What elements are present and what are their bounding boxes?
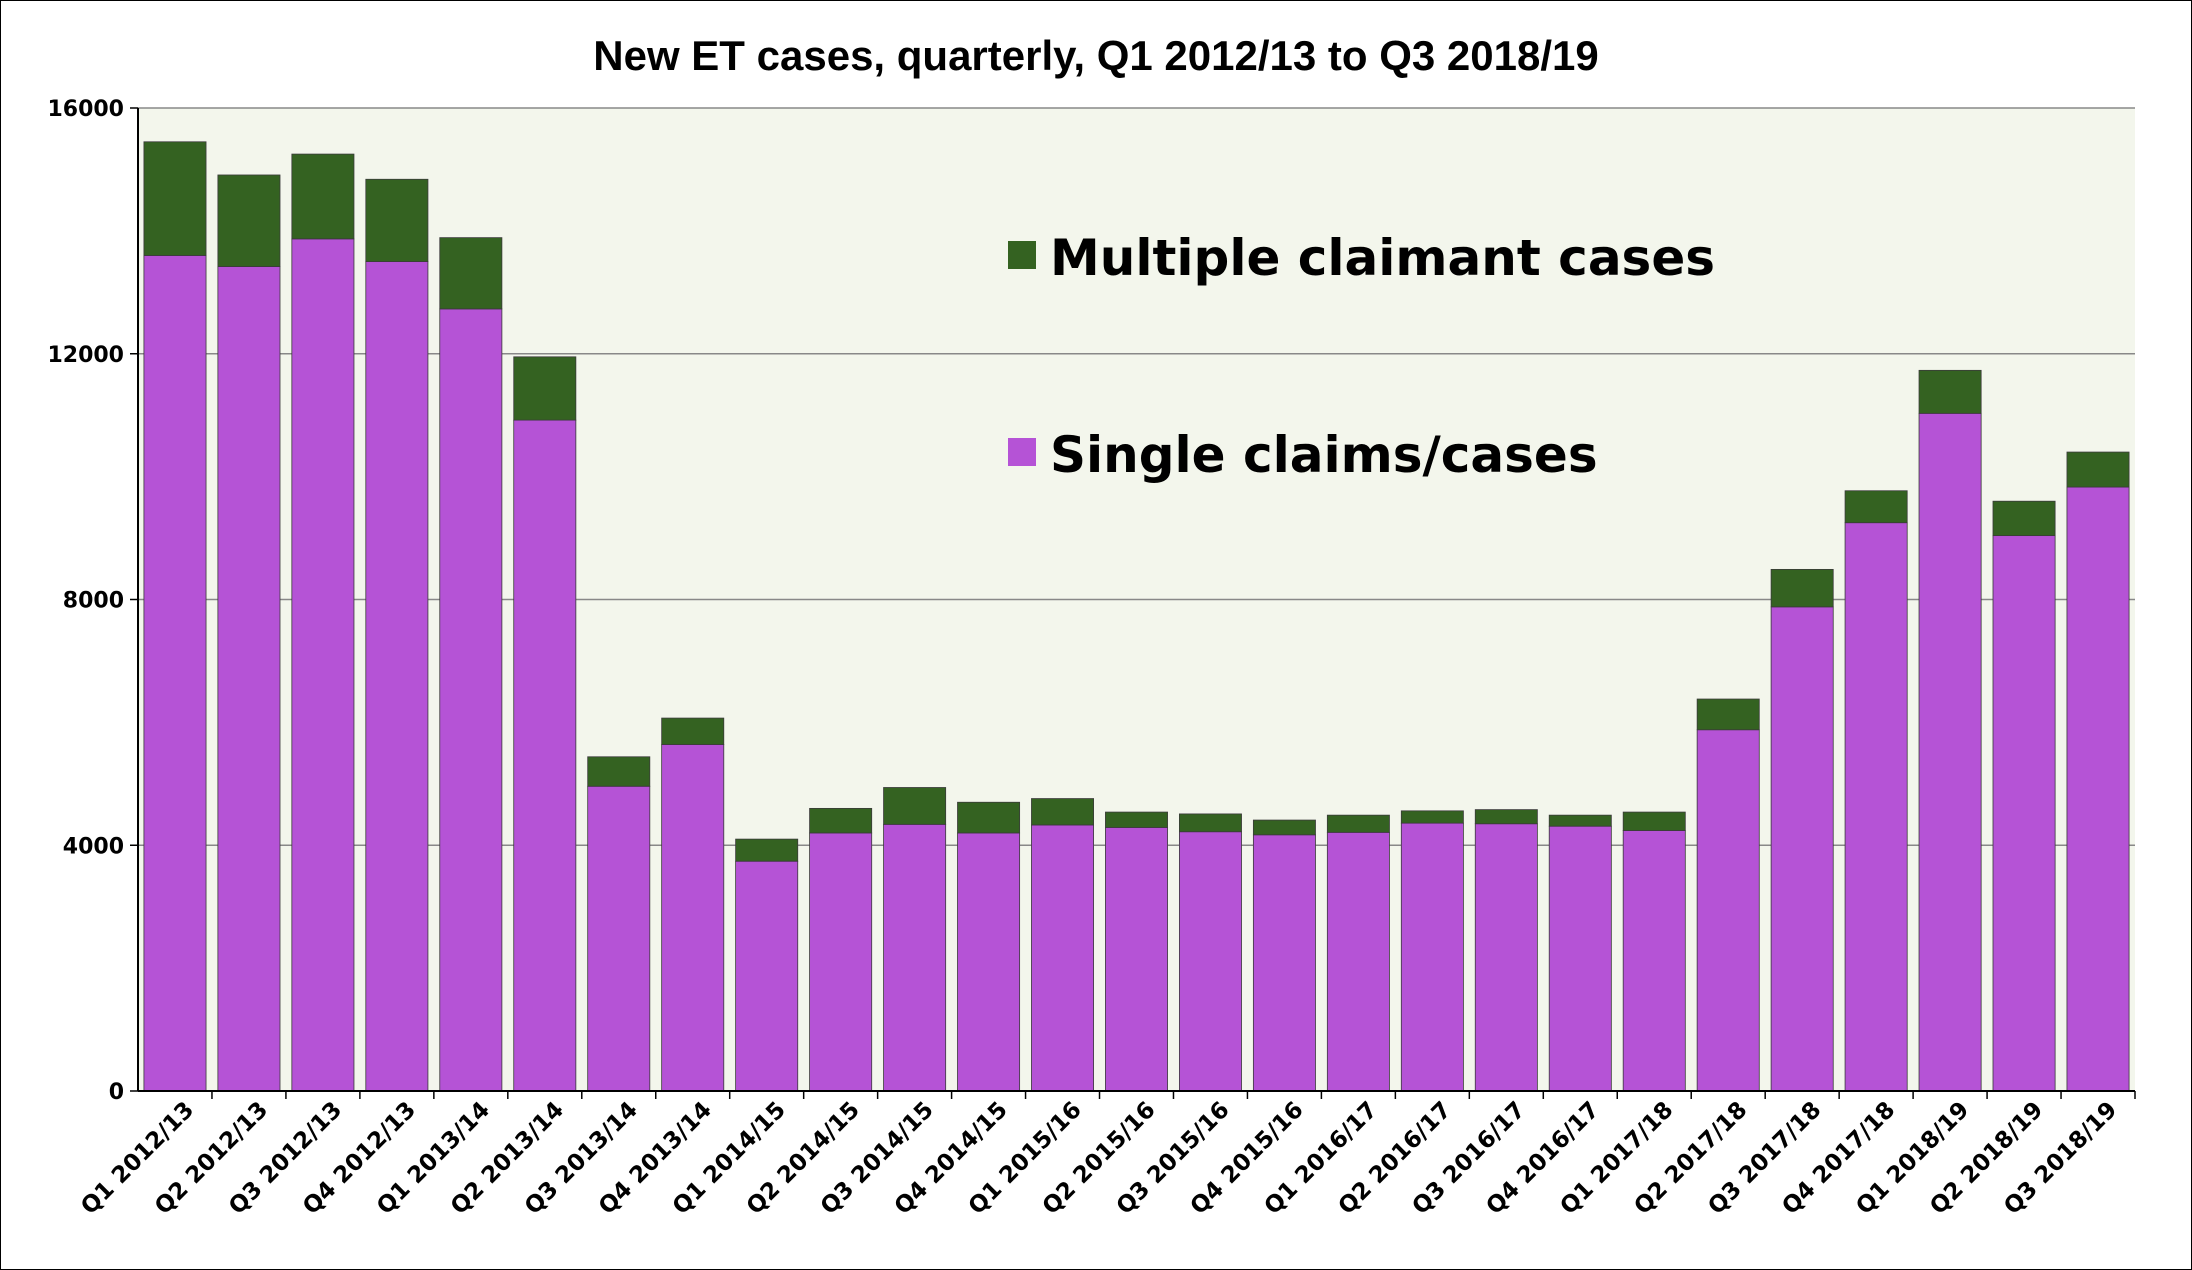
bar-single-4 [439,308,503,1092]
bar-multiple-12 [1031,798,1095,826]
y-tick-label: 12000 [47,343,124,368]
bar-single-12 [1031,824,1095,1092]
y-tick-label: 4000 [63,834,124,859]
bar-multiple-16 [1326,814,1390,833]
bar-single-7 [661,744,725,1092]
chart-title: New ET cases, quarterly, Q1 2012/13 to Q… [593,32,1598,79]
bar-single-6 [587,785,651,1092]
bar-multiple-13 [1105,811,1168,828]
bar-single-20 [1622,830,1686,1092]
bar-multiple-22 [1770,568,1834,608]
y-tick-label: 0 [109,1080,124,1105]
bar-single-17 [1400,822,1464,1092]
bar-multiple-4 [439,237,503,310]
bar-multiple-1 [217,174,281,267]
y-tick-labels: 0 4000 8000 12000 16000 [47,97,124,1105]
bar-multiple-5 [513,356,577,421]
bar-multiple-2 [291,153,355,240]
legend-swatch-single [1008,438,1036,466]
bar-single-26 [2066,486,2130,1092]
bar-single-2 [291,238,355,1092]
bar-multiple-23 [1844,490,1908,524]
bar-single-19 [1548,825,1612,1092]
bar-multiple-18 [1474,809,1538,825]
bar-single-5 [513,419,577,1092]
legend: Multiple claimant cases Single claims/ca… [1008,229,1715,484]
bar-single-24 [1918,412,1982,1092]
bar-single-3 [365,261,429,1092]
bar-multiple-20 [1622,811,1686,831]
bar-single-22 [1770,606,1834,1092]
bar-multiple-10 [883,787,947,825]
axes [137,108,2135,1092]
bar-single-1 [217,266,281,1092]
bars [143,141,2130,1092]
bar-multiple-8 [735,838,799,862]
bar-single-23 [1844,522,1908,1092]
legend-label-multiple: Multiple claimant cases [1050,229,1715,287]
bar-multiple-0 [143,141,207,256]
bar-single-13 [1105,827,1168,1092]
bar-single-10 [883,823,947,1092]
legend-label-single: Single claims/cases [1050,426,1598,484]
bar-multiple-24 [1918,369,1982,414]
bar-multiple-7 [661,717,725,745]
bar-multiple-14 [1178,813,1242,833]
bar-single-8 [735,860,799,1092]
bar-multiple-25 [1992,500,2056,537]
y-tick-label: 8000 [63,589,124,614]
y-tick-label: 16000 [47,97,124,122]
bar-multiple-15 [1252,819,1316,836]
bar-single-18 [1474,823,1538,1092]
bar-multiple-3 [365,178,429,262]
bar-multiple-26 [2066,451,2130,488]
bar-single-9 [809,832,873,1092]
bar-single-15 [1252,834,1316,1092]
bar-multiple-11 [957,801,1021,834]
legend-swatch-multiple [1008,241,1036,269]
bar-single-14 [1178,831,1242,1092]
bar-single-0 [143,255,207,1092]
bar-multiple-17 [1400,810,1464,824]
bar-single-11 [957,832,1021,1092]
bar-multiple-9 [809,807,873,834]
bar-single-16 [1326,831,1390,1092]
bar-multiple-19 [1548,814,1612,827]
bar-single-21 [1696,729,1760,1092]
bar-multiple-6 [587,756,651,787]
bar-multiple-21 [1696,698,1760,731]
bar-single-25 [1992,535,2056,1092]
